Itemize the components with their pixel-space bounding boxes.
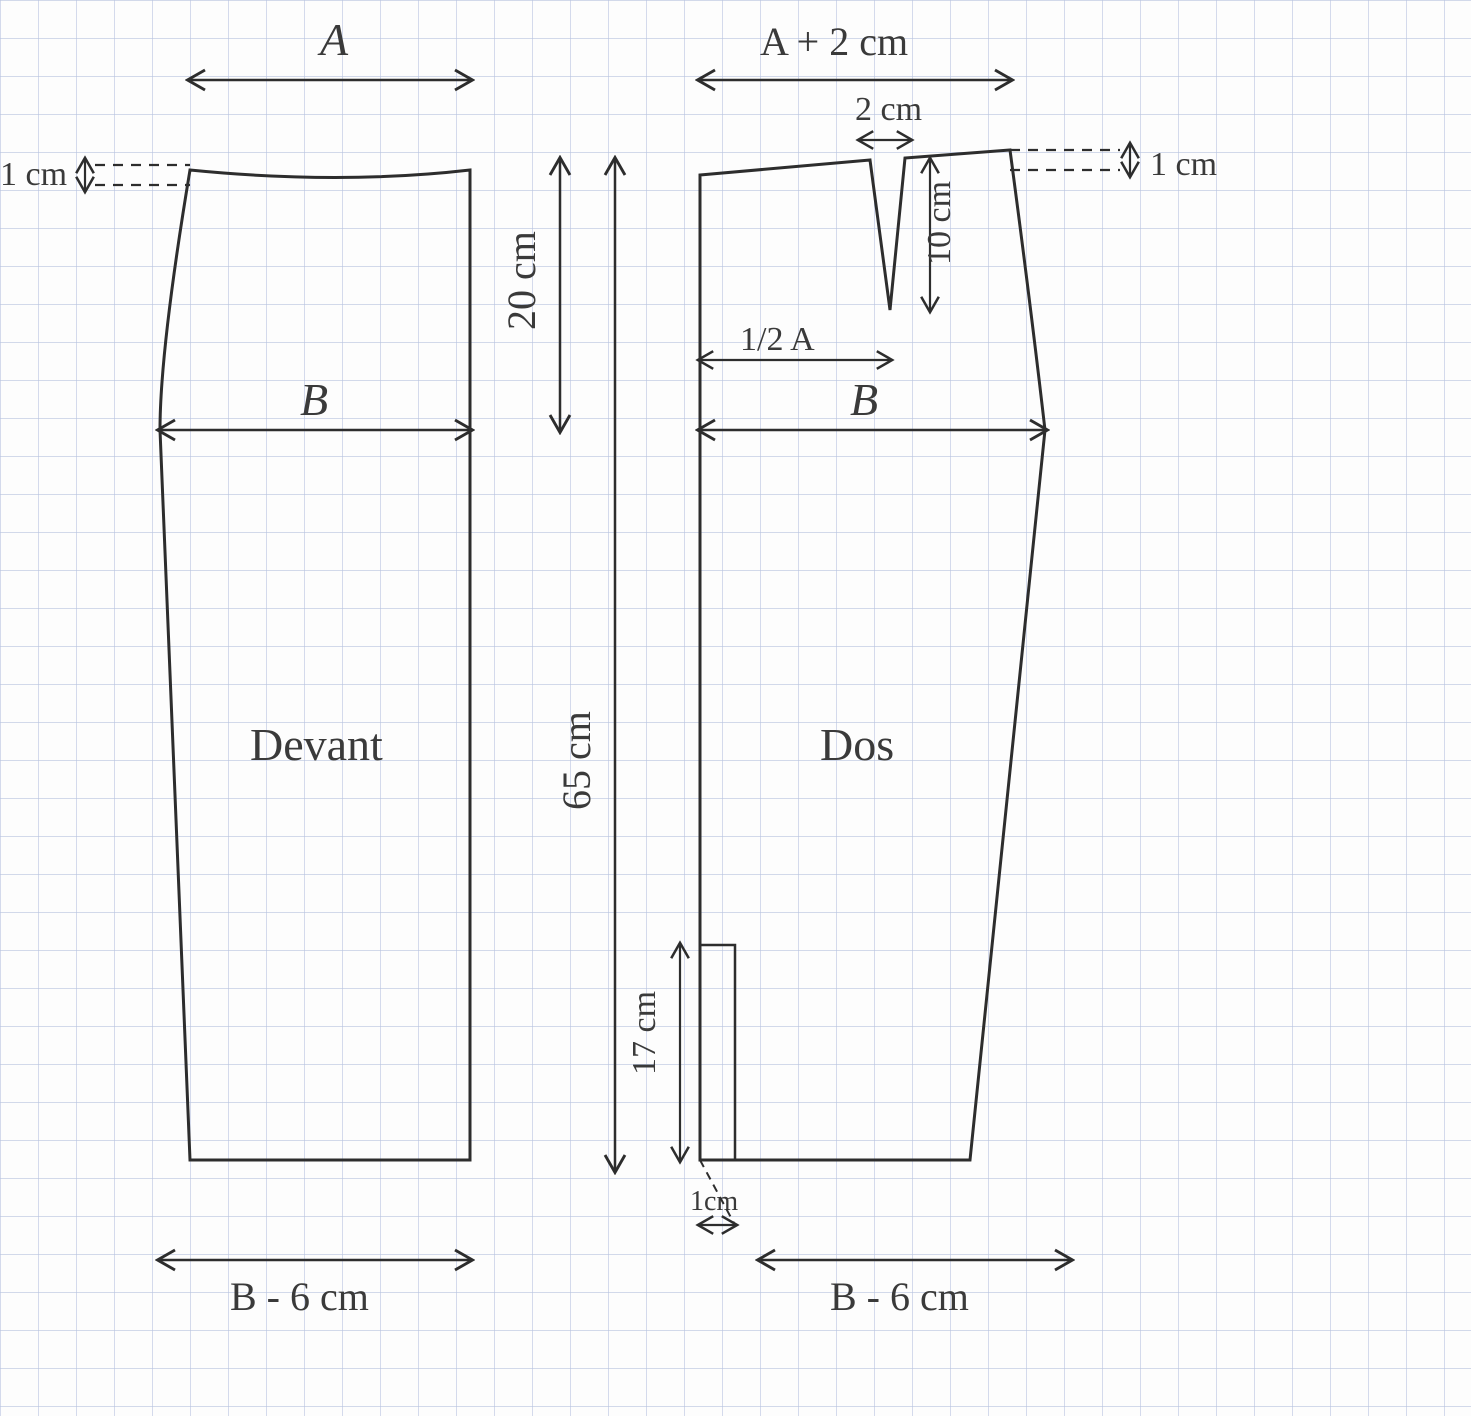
half-a-label: 1/2 A [740,321,815,358]
dart-depth-label: 10 cm [921,181,958,265]
dim-20cm-label: 20 cm [499,231,544,330]
dart-width-label: 2 cm [855,91,922,128]
front-title: Devant [250,719,383,770]
back-title: Dos [820,719,894,770]
back-bottom-label: B - 6 cm [830,1274,969,1319]
slit-width-label: 1cm [690,1186,738,1217]
back-mid-label: B [850,374,878,425]
front-offset-label: 1 cm [0,156,67,193]
front-mid-label: B [300,374,328,425]
front-top-label: A [317,14,349,65]
slit-height-label: 17 cm [626,991,663,1075]
back-top-label: A + 2 cm [760,19,908,64]
front-bottom-label: B - 6 cm [230,1274,369,1319]
back-offset-label: 1 cm [1150,146,1217,183]
dim-65cm-label: 65 cm [554,711,599,810]
